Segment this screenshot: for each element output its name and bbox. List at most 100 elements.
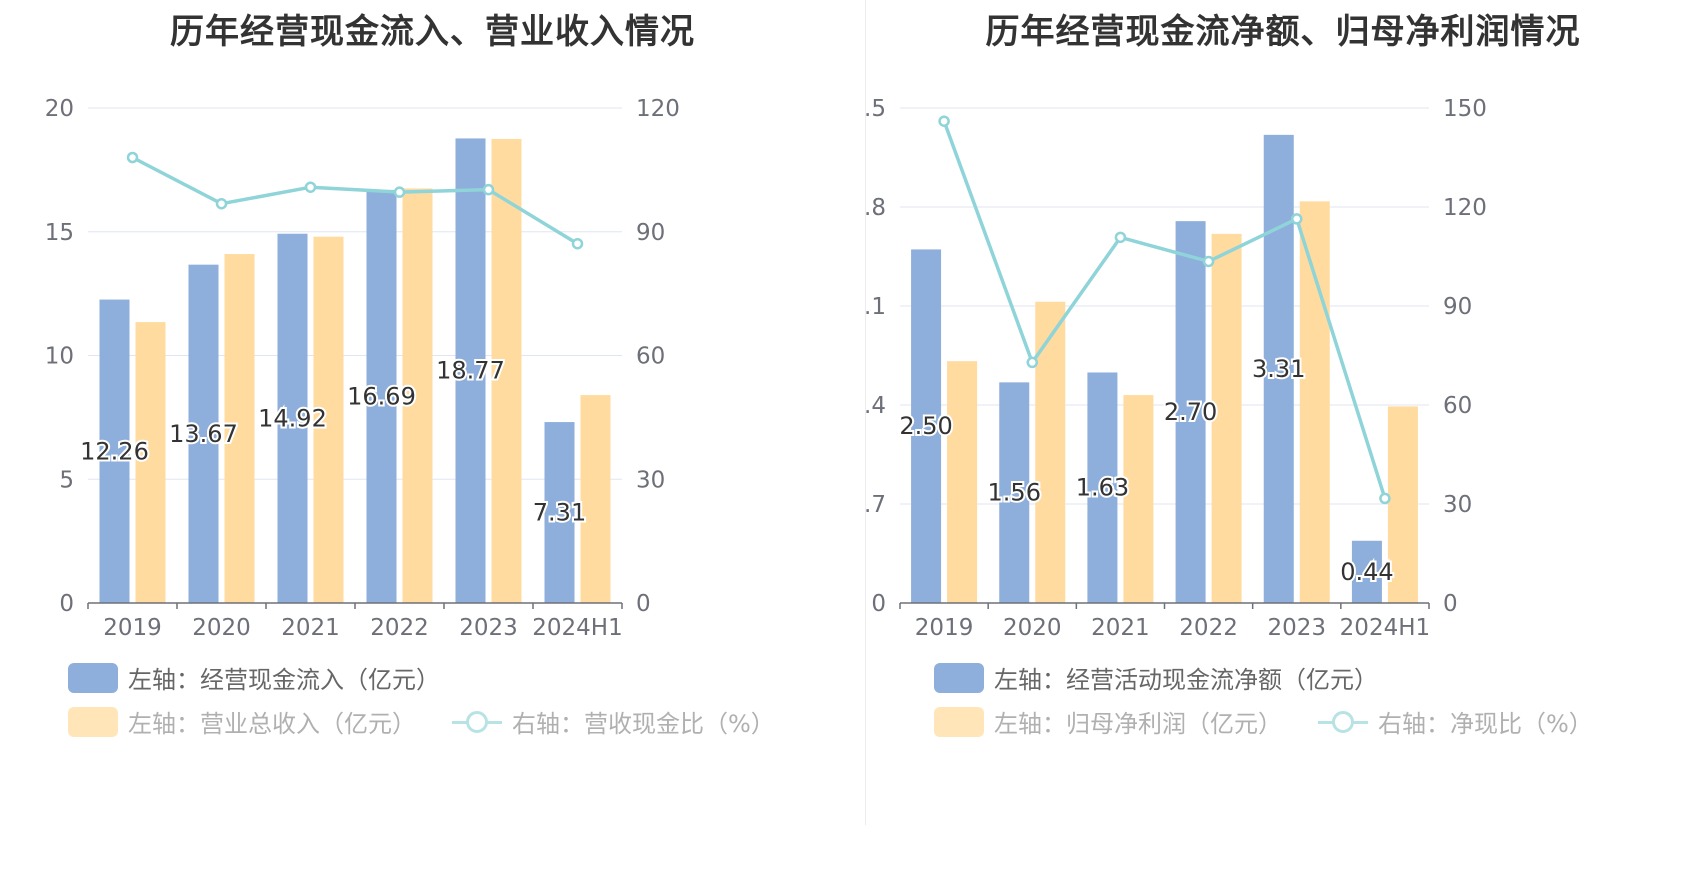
legend-line-icon [1318, 707, 1368, 737]
chart-plot-area: 0 5 10 15 20 0 30 60 90 120 2019 2020 2021 2022 2023 20… [45, 96, 680, 641]
bar-blue [277, 233, 308, 604]
bar-data-label: 18.77 [436, 357, 505, 385]
chart-title: 历年经营现金流净额、归母净利润情况 [985, 12, 1581, 52]
line-point [1114, 231, 1127, 244]
chart-panel-netcash-profit: 历年经营现金流净额、归母净利润情况 0 0.7 1.4 2.1 2.8 3.5 0 30 60 9… [866, 0, 1700, 874]
x-axis-tick-label: 2019 [103, 615, 162, 641]
legend-item-bar-blue[interactable]: 左轴：经营活动现金流净额（亿元） [934, 660, 1378, 695]
bar-data-label: 12.26 [80, 437, 149, 465]
bar-blue [544, 422, 575, 603]
line-point [1379, 492, 1391, 505]
bar-data-label: 0.44 [1340, 558, 1393, 586]
bar-blue [911, 249, 942, 603]
left-axis-tick-label: 20 [45, 96, 74, 122]
line-point [482, 183, 495, 196]
right-axis-tick-label: 120 [636, 96, 680, 122]
left-axis-tick-label: 0.7 [866, 492, 886, 518]
right-axis-tick-label: 60 [1443, 393, 1472, 419]
bar-blue [455, 138, 486, 603]
bar-data-label: 13.67 [169, 420, 238, 448]
bar-data-label: 1.56 [988, 479, 1041, 507]
x-axis-tick-label: 2023 [459, 615, 518, 641]
bar-blue [1175, 221, 1206, 603]
left-axis-tick-label: 15 [45, 220, 74, 246]
x-axis-tick-label: 2023 [1267, 615, 1326, 641]
right-axis-tick-label: 0 [636, 591, 651, 617]
bar-orange [1387, 406, 1418, 603]
bar-orange [1035, 301, 1066, 603]
line-point [304, 181, 317, 193]
bar-orange [402, 188, 433, 603]
line-series [942, 120, 1387, 499]
bar-data-label: 1.63 [1076, 474, 1129, 502]
line-point [215, 197, 228, 210]
legend-row-2: 左轴：归母净利润（亿元） 右轴：净现比（%） [934, 704, 1593, 739]
panel-divider [865, 0, 866, 825]
legend-swatch-blue [934, 662, 984, 693]
right-axis-tick-label: 30 [1443, 492, 1472, 518]
right-axis-tick-label: 0 [1443, 591, 1458, 617]
right-axis-tick-label: 120 [1443, 195, 1487, 221]
left-axis-tick-label: 3.5 [866, 96, 886, 122]
legend-swatch-orange [934, 706, 984, 737]
legend-swatch-blue [68, 662, 118, 693]
left-axis-tick-label: 0 [871, 591, 886, 617]
bar-blue [999, 382, 1030, 603]
right-axis-tick-label: 30 [636, 467, 665, 493]
bar-data-label: 2.50 [899, 412, 952, 440]
left-axis-tick-label: 5 [59, 467, 74, 493]
left-axis-tick-label: 2.8 [866, 195, 886, 221]
bar-blue [1351, 540, 1382, 603]
bar-data-label: 7.31 [533, 499, 586, 527]
legend-label: 左轴：经营活动现金流净额（亿元） [994, 666, 1378, 694]
line-point [126, 151, 139, 164]
bar-orange [1211, 233, 1242, 603]
left-axis-tick-label: 0 [59, 591, 74, 617]
legend-line-icon [452, 707, 502, 737]
left-axis-tick-label: 2.1 [866, 294, 886, 320]
bar-orange [1123, 395, 1154, 603]
line-point [393, 186, 406, 198]
bar-blue [99, 299, 130, 603]
legend-label[interactable]: 左轴：营业总收入（亿元） [128, 710, 416, 738]
bar-orange [491, 138, 522, 603]
bar-blue [188, 264, 219, 603]
line-point [1026, 356, 1038, 369]
legend-label[interactable]: 右轴：营收现金比（%） [512, 710, 775, 738]
x-axis-tick-label: 2019 [915, 615, 974, 641]
legend-row-2: 左轴：营业总收入（亿元） 右轴：营收现金比（%） [68, 704, 775, 739]
legend-item-bar-blue[interactable]: 左轴：经营现金流入（亿元） [68, 660, 440, 695]
left-axis-tick-label: 10 [45, 344, 74, 370]
legend-swatch-orange [68, 706, 118, 737]
bar-blue [366, 189, 397, 604]
line-series [131, 155, 579, 246]
right-axis-tick-label: 90 [636, 220, 665, 246]
bar-orange [947, 361, 978, 603]
bar-orange [224, 254, 255, 603]
bar-data-label: 3.31 [1252, 355, 1305, 383]
line-point [1291, 213, 1303, 225]
right-axis-tick-label: 90 [1443, 294, 1472, 320]
line-point [938, 115, 950, 127]
bar-orange [1299, 201, 1330, 604]
left-axis-tick-label: 1.4 [866, 393, 886, 419]
bar-blue [1263, 134, 1294, 603]
bar-orange [135, 322, 166, 603]
legend-label: 左轴：经营现金流入（亿元） [128, 666, 440, 694]
x-axis-tick-label: 2024H1 [1340, 615, 1430, 641]
legend-label[interactable]: 左轴：归母净利润（亿元） [994, 710, 1282, 738]
bar-orange [313, 236, 344, 603]
x-axis-tick-label: 2021 [281, 615, 340, 641]
x-axis-tick-label: 2024H1 [532, 615, 622, 641]
bar-blue [1087, 372, 1118, 603]
chart-panel-cashflow-revenue: 历年经营现金流入、营业收入情况 0 5 10 15 20 0 30 60 90 120 2019 20… [45, 12, 775, 739]
x-axis-tick-label: 2020 [1003, 615, 1062, 641]
line-point [1202, 255, 1215, 268]
bar-orange [580, 395, 611, 603]
bar-data-label: 2.70 [1164, 398, 1217, 426]
line-point [571, 237, 584, 250]
bar-data-label: 14.92 [258, 404, 327, 432]
legend-label[interactable]: 右轴：净现比（%） [1378, 710, 1593, 738]
x-axis-tick-label: 2021 [1091, 615, 1150, 641]
right-axis-tick-label: 150 [1443, 96, 1487, 122]
